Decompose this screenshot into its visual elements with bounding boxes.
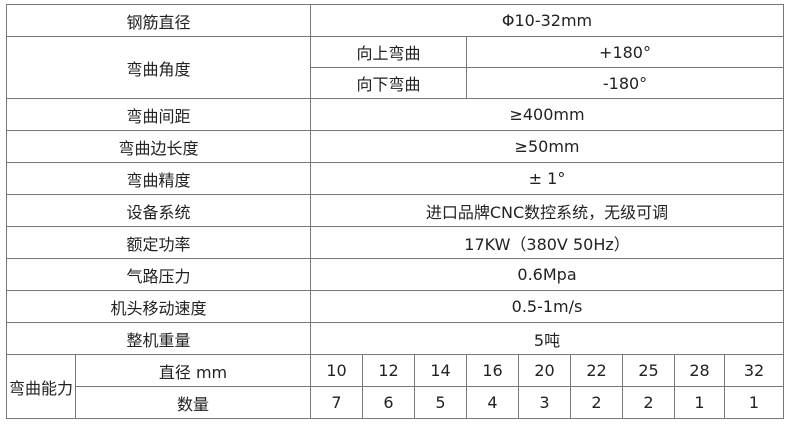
label: 弯曲间距 [5, 98, 312, 131]
row-speed: 机头移动速度 0.5-1m/s [5, 290, 785, 323]
count-cell: 2 [622, 386, 676, 419]
row-angle-up: 弯曲角度 向上弯曲 +180° [5, 36, 785, 99]
value: ± 1° [310, 162, 785, 195]
label: 弯曲角度 [5, 36, 312, 99]
diameter-cell: 10 [310, 354, 364, 387]
diameter-cell: 14 [414, 354, 468, 387]
row-angle-down: 向下弯曲 -180° [7, 67, 785, 99]
diameter-cell: 25 [622, 354, 676, 387]
value: 0.6Mpa [310, 258, 785, 291]
label: 设备系统 [5, 194, 312, 227]
row-power: 额定功率 17KW（380V 50Hz） [5, 226, 785, 259]
value: ≥50mm [310, 130, 785, 163]
row-diameter: 钢筋直径 Φ10-32mm [5, 4, 785, 37]
row-capacity-count: 数量 7 6 5 4 3 2 2 1 1 [7, 386, 785, 419]
value: +180° [466, 36, 785, 68]
diameter-cell: 28 [674, 354, 726, 387]
spec-table: 钢筋直径 Φ10-32mm 弯曲角度 向上弯曲 +180° 向下弯曲 -180°… [5, 4, 785, 419]
count-cell: 6 [362, 386, 416, 419]
count-cell: 2 [570, 386, 624, 419]
count-cell: 1 [724, 386, 785, 419]
value: ≥400mm [310, 98, 785, 131]
diameter-cell: 22 [570, 354, 624, 387]
value: 17KW（380V 50Hz） [310, 226, 785, 259]
count-cell: 5 [414, 386, 468, 419]
row-precision: 弯曲精度 ± 1° [5, 162, 785, 195]
label: 额定功率 [5, 226, 312, 259]
diameter-cell: 20 [518, 354, 572, 387]
label: 弯曲边长度 [5, 130, 312, 163]
label: 机头移动速度 [5, 290, 312, 323]
diameter-cell: 32 [724, 354, 785, 387]
count-cell: 4 [466, 386, 520, 419]
row-edge: 弯曲边长度 ≥50mm [5, 130, 785, 163]
value: 5吨 [310, 322, 785, 355]
diameter-label: 直径 mm [74, 354, 312, 387]
count-cell: 3 [518, 386, 572, 419]
value: 0.5-1m/s [310, 290, 785, 323]
diameter-cell: 12 [362, 354, 416, 387]
sub-label: 向下弯曲 [310, 67, 468, 99]
value: Φ10-32mm [310, 4, 785, 37]
row-weight: 整机重量 5吨 [5, 322, 785, 355]
sub-label: 向上弯曲 [310, 36, 468, 68]
value: 进口品牌CNC数控系统，无级可调 [310, 194, 785, 227]
label: 气路压力 [5, 258, 312, 291]
row-spacing: 弯曲间距 ≥400mm [5, 98, 785, 131]
count-cell: 1 [674, 386, 726, 419]
count-label: 数量 [74, 386, 312, 419]
row-air: 气路压力 0.6Mpa [5, 258, 785, 291]
value: -180° [466, 67, 785, 99]
label: 弯曲精度 [5, 162, 312, 195]
row-system: 设备系统 进口品牌CNC数控系统，无级可调 [5, 194, 785, 227]
row-capacity-diameter: 弯曲能力 直径 mm 10 12 14 16 20 22 25 28 32 [6, 354, 785, 419]
label: 整机重量 [5, 322, 312, 355]
count-cell: 7 [310, 386, 364, 419]
diameter-cell: 16 [466, 354, 520, 387]
capacity-label: 弯曲能力 [6, 354, 76, 419]
label: 钢筋直径 [5, 4, 312, 37]
